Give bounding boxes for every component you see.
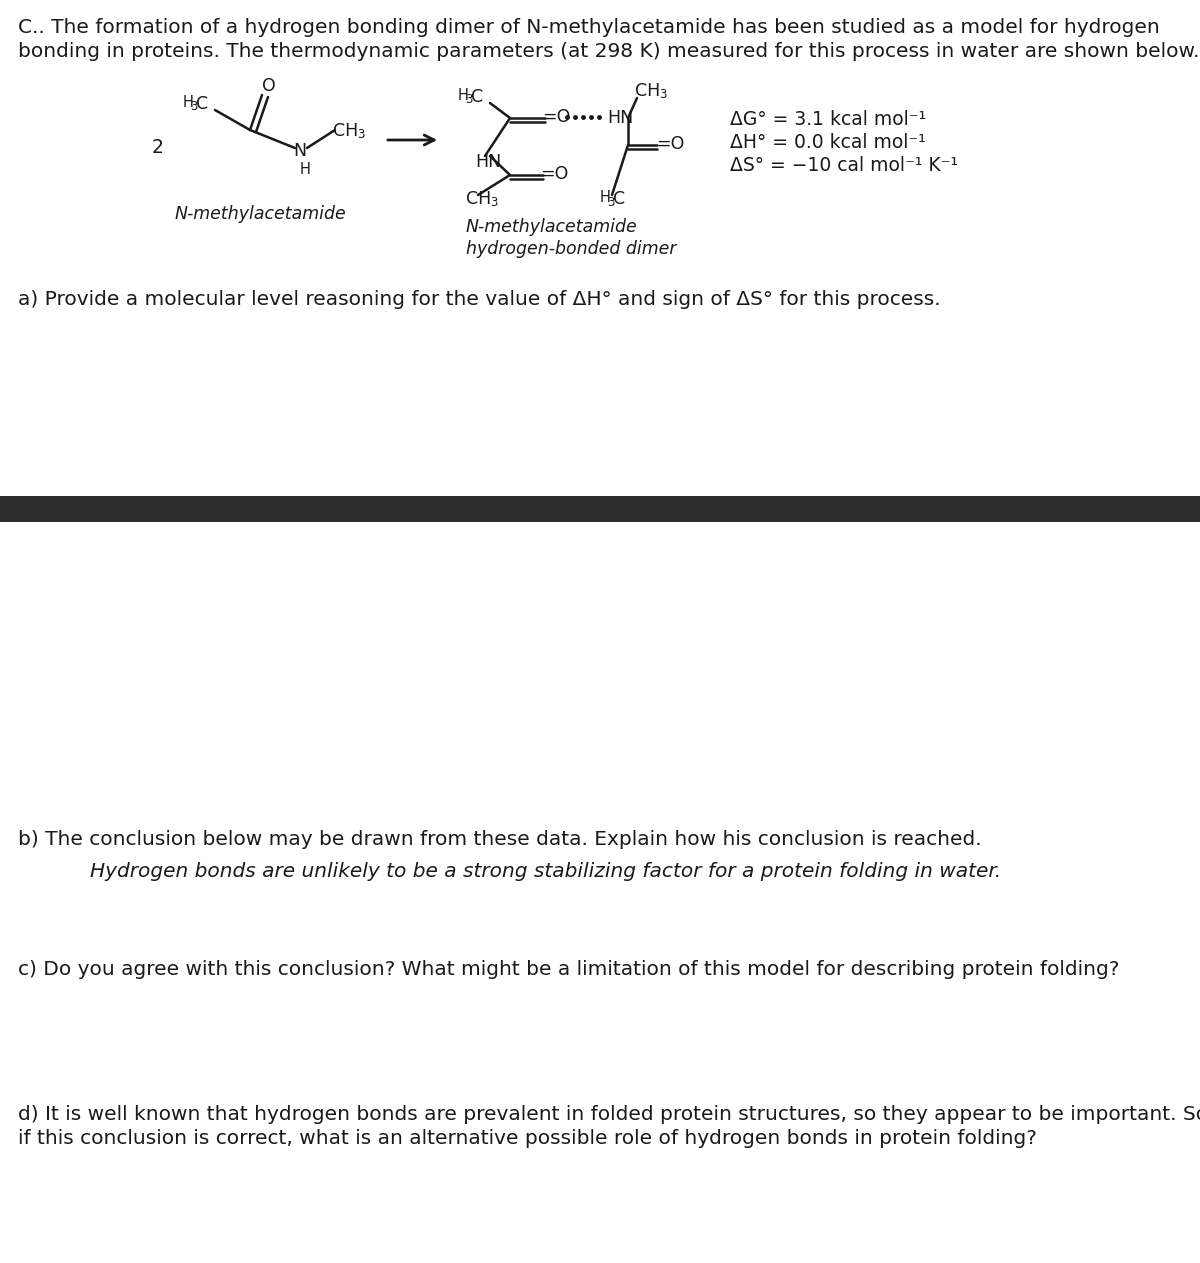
Text: 3: 3 bbox=[190, 100, 197, 112]
Text: c) Do you agree with this conclusion? What might be a limitation of this model f: c) Do you agree with this conclusion? Wh… bbox=[18, 960, 1120, 979]
Bar bbox=[0, 496, 1200, 522]
Text: CH: CH bbox=[334, 123, 359, 140]
Text: 3: 3 bbox=[358, 128, 365, 141]
Text: ΔH° = 0.0 kcal mol⁻¹: ΔH° = 0.0 kcal mol⁻¹ bbox=[730, 133, 925, 152]
Text: C: C bbox=[470, 88, 484, 106]
Text: =O: =O bbox=[542, 109, 570, 126]
Text: 3: 3 bbox=[607, 196, 614, 208]
Text: N: N bbox=[293, 141, 306, 160]
Text: HN: HN bbox=[475, 153, 502, 171]
Text: 2: 2 bbox=[152, 138, 164, 157]
Text: b) The conclusion below may be drawn from these data. Explain how his conclusion: b) The conclusion below may be drawn fro… bbox=[18, 830, 982, 849]
Text: H: H bbox=[600, 189, 611, 205]
Text: if this conclusion is correct, what is an alternative possible role of hydrogen : if this conclusion is correct, what is a… bbox=[18, 1129, 1037, 1148]
Text: Hydrogen bonds are unlikely to be a strong stabilizing factor for a protein fold: Hydrogen bonds are unlikely to be a stro… bbox=[90, 863, 1001, 882]
Text: a) Provide a molecular level reasoning for the value of ΔH° and sign of ΔS° for : a) Provide a molecular level reasoning f… bbox=[18, 290, 941, 309]
Text: bonding in proteins. The thermodynamic parameters (at 298 K) measured for this p: bonding in proteins. The thermodynamic p… bbox=[18, 42, 1200, 61]
Text: H: H bbox=[300, 162, 311, 177]
Text: N-methylacetamide: N-methylacetamide bbox=[175, 205, 347, 224]
Text: HN: HN bbox=[607, 109, 634, 128]
Text: 3: 3 bbox=[490, 196, 497, 208]
Text: ΔS° = −10 cal mol⁻¹ K⁻¹: ΔS° = −10 cal mol⁻¹ K⁻¹ bbox=[730, 157, 958, 176]
Text: 3: 3 bbox=[466, 93, 473, 106]
Text: =O: =O bbox=[540, 165, 569, 183]
Text: CH: CH bbox=[635, 82, 660, 100]
Text: 3: 3 bbox=[659, 88, 666, 101]
Text: N-methylacetamide: N-methylacetamide bbox=[466, 218, 637, 236]
Text: d) It is well known that hydrogen bonds are prevalent in folded protein structur: d) It is well known that hydrogen bonds … bbox=[18, 1105, 1200, 1124]
Text: H: H bbox=[458, 88, 469, 104]
Text: hydrogen-bonded dimer: hydrogen-bonded dimer bbox=[466, 240, 677, 258]
Text: CH: CH bbox=[466, 189, 491, 208]
Text: =O: =O bbox=[656, 135, 684, 153]
Text: C.. The formation of a hydrogen bonding dimer of N-methylacetamide has been stud: C.. The formation of a hydrogen bonding … bbox=[18, 18, 1159, 37]
Text: C: C bbox=[613, 189, 625, 208]
Text: C: C bbox=[196, 95, 208, 112]
Text: ΔG° = 3.1 kcal mol⁻¹: ΔG° = 3.1 kcal mol⁻¹ bbox=[730, 110, 926, 129]
Text: H: H bbox=[182, 95, 194, 110]
Text: O: O bbox=[262, 77, 276, 95]
